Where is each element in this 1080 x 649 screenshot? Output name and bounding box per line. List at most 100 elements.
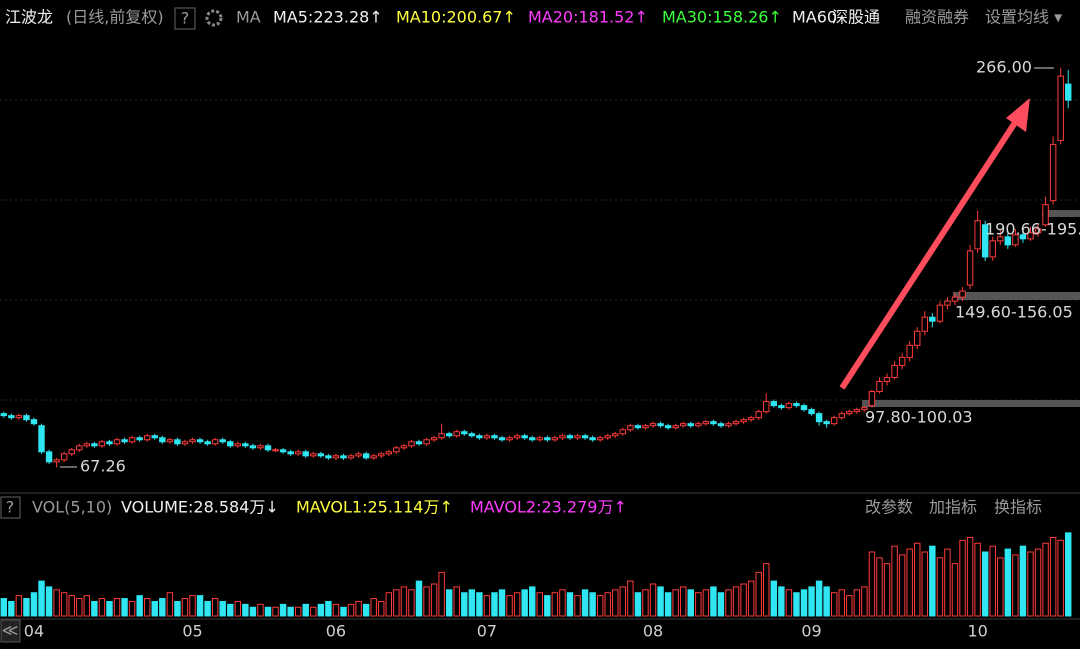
volume-bar [181,598,189,617]
candle-body [476,435,483,439]
candle-body [747,417,755,421]
volume-bar [378,600,385,617]
volume-bar [491,592,498,617]
volume-bar [876,557,883,617]
volume-bar [604,592,611,617]
volume-indicator-name: VOL(5,10) [32,498,112,517]
candle-body [559,435,566,439]
volume-bar [898,554,906,617]
candle-body [287,451,294,455]
volume-bar [989,545,996,617]
ma-label: MA [236,8,261,27]
link-margin[interactable]: 融资融券 [905,8,969,27]
candle-body [981,224,989,258]
help-box[interactable] [174,7,196,30]
volume-bar [747,580,755,617]
candle-body [785,403,793,409]
candle-body [649,423,657,427]
link-hk-connect[interactable]: 深股通 [832,8,880,27]
candle-body [898,356,906,366]
volume-bar [1004,548,1012,617]
link-ma-settings[interactable]: 设置均线 ▾ [985,8,1062,27]
candle-body [740,419,747,423]
volume-bar [400,586,408,617]
volume-bar [521,589,528,617]
candle-body [294,451,302,455]
candle-body [408,441,415,447]
candle-body [234,443,242,447]
volume-bar [596,595,604,617]
volume-bar [1012,554,1019,617]
volume-bar [664,592,672,617]
candle-body [1065,83,1072,101]
candle-body [664,425,672,429]
nav-icon[interactable]: ≪ [2,621,19,640]
candle-body [468,433,476,437]
volume-bar [732,586,740,617]
candle-body [672,425,679,429]
volume-bar [1027,551,1034,617]
volume-bar [498,589,506,617]
volume-bar [513,592,521,617]
candle-body [725,423,732,427]
volume-bar [23,598,30,617]
candle-body [453,431,460,437]
volume-bar [355,600,362,617]
volume-bar [657,586,664,617]
volume-bar [763,563,770,617]
volume-bar [710,586,717,617]
level-bar [953,292,1080,300]
volume-bar [914,542,921,617]
candle-body [838,413,845,419]
help-box[interactable] [0,496,21,519]
candle-body [529,437,536,441]
volume-bar [974,542,981,617]
help-icon[interactable]: ? [6,498,15,517]
volume-bar [340,606,347,617]
btn-params[interactable]: 改参数 [865,498,913,517]
candle-body [596,437,604,441]
volume-bar [906,548,913,617]
volume-bar [861,586,868,617]
volume-bar [959,539,966,617]
candle-body [536,437,543,441]
volume-bar [1019,545,1027,617]
volume-bar [30,592,38,617]
candle-body [793,403,800,407]
volume-bar [68,595,75,617]
candle-body [106,441,113,445]
candle-body [657,423,664,427]
volume-bar [136,595,143,617]
candle-body [491,435,498,439]
volume-bar [91,600,98,617]
volume-bar [385,592,393,617]
volume-bar [438,571,445,617]
candle-body [823,421,830,425]
candle-body [257,445,264,449]
candle-body [91,443,98,447]
candle-body [264,445,272,451]
candle-body [732,421,740,425]
candle-body [702,421,710,425]
settings-gear[interactable] [205,9,223,27]
candle-body [461,431,468,435]
level-label: 190.66-195.18 [985,220,1080,239]
volume-bar [249,606,257,617]
candle-body [914,330,921,346]
candle-body [68,449,75,455]
volume-bar [679,586,687,617]
x-tick-label: 09 [801,622,821,641]
btn-switch-indicator[interactable]: 换指标 [994,498,1042,517]
help-icon[interactable]: ? [181,9,190,28]
candle-body [15,415,23,419]
btn-add-indicator[interactable]: 加指标 [929,498,977,517]
candle-body [581,435,589,439]
candle-body [211,439,219,445]
ma10: MA10:200.67↑ [396,8,516,27]
volume-bar [196,595,204,617]
nav-button[interactable] [0,619,21,643]
candle-body [868,391,876,407]
volume-bar [1034,548,1042,617]
volume-bar [1057,539,1064,617]
candle-body [362,453,370,459]
